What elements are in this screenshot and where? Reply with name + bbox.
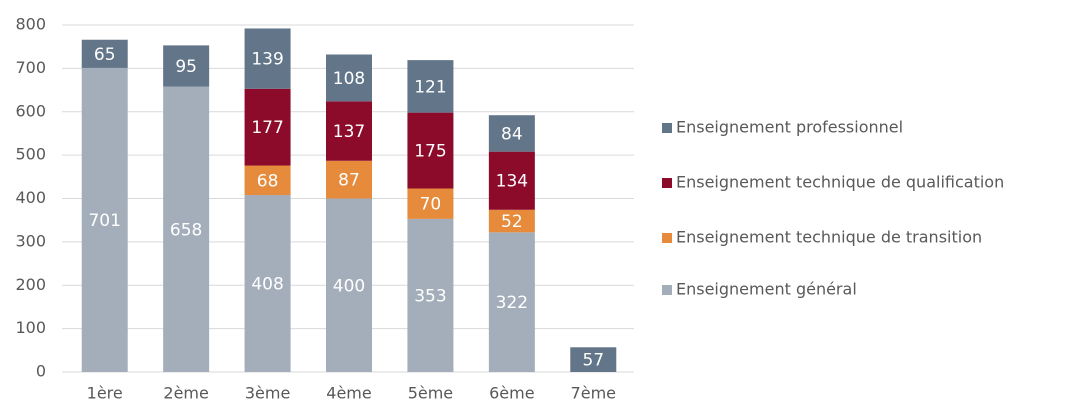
bar-segment (326, 198, 372, 372)
data-label: 108 (333, 69, 365, 89)
bar-segment (81, 39, 128, 68)
data-label: 68 (257, 171, 279, 191)
data-label: 65 (94, 45, 116, 65)
bar-segment (570, 347, 617, 372)
bar-segment (244, 88, 291, 166)
legend-label: Enseignement professionnel (676, 118, 903, 137)
data-label: 70 (420, 195, 442, 215)
y-tick-label: 600 (15, 101, 46, 120)
legend-label: Enseignement technique de qualification (676, 173, 1004, 192)
y-tick-label: 700 (15, 58, 46, 77)
bar-segment (326, 101, 372, 161)
data-label: 139 (251, 50, 283, 70)
bar-segment (244, 28, 291, 89)
data-label: 137 (333, 122, 365, 142)
data-label: 408 (251, 275, 283, 295)
bar-segment (407, 188, 454, 219)
y-tick-label: 500 (15, 145, 46, 164)
bar-segment (488, 209, 535, 233)
x-tick-label: 6ème (489, 384, 534, 403)
bar-segment (488, 151, 535, 210)
x-tick-label: 7ème (571, 384, 616, 403)
bar-segment (488, 232, 535, 372)
y-tick-label: 100 (15, 318, 46, 337)
data-label: 134 (496, 172, 528, 192)
bar-segment (407, 60, 454, 113)
x-tick-label: 1ère (87, 384, 123, 403)
data-label: 95 (175, 57, 197, 77)
data-label: 658 (170, 220, 202, 240)
legend-swatch (662, 178, 672, 188)
bar-segment (244, 195, 291, 372)
legend-swatch (662, 233, 672, 243)
x-tick-label: 5ème (408, 384, 453, 403)
data-label: 322 (496, 293, 528, 313)
y-tick-label: 800 (15, 15, 46, 34)
bar-segment (326, 54, 372, 102)
bar-segment (326, 160, 372, 199)
data-label: 87 (338, 171, 360, 191)
data-label: 175 (414, 142, 446, 162)
bar-segment (488, 115, 535, 152)
legend-label: Enseignement général (676, 280, 857, 299)
x-tick-label: 4ème (326, 384, 371, 403)
data-label: 84 (501, 124, 523, 144)
data-label: 353 (414, 286, 446, 306)
y-tick-label: 300 (15, 231, 46, 250)
data-label: 177 (251, 118, 283, 138)
legend-swatch (662, 123, 672, 133)
legend-label: Enseignement technique de transition (676, 228, 982, 247)
x-tick-label: 2ème (163, 384, 208, 403)
data-label: 400 (333, 276, 365, 296)
y-tick-label: 400 (15, 188, 46, 207)
data-label: 57 (582, 351, 604, 371)
bar-segment (407, 218, 454, 372)
bar-segment (244, 165, 291, 196)
y-tick-label: 200 (15, 275, 46, 294)
bar-segment (407, 112, 454, 189)
x-tick-label: 3ème (245, 384, 290, 403)
data-label: 52 (501, 212, 523, 232)
bar-segment (163, 86, 210, 372)
bar-segment (163, 45, 210, 87)
y-tick-label: 0 (36, 362, 46, 381)
data-label: 701 (88, 211, 120, 231)
data-label: 121 (414, 77, 446, 97)
legend-swatch (662, 285, 672, 295)
bar-segment (81, 67, 128, 372)
